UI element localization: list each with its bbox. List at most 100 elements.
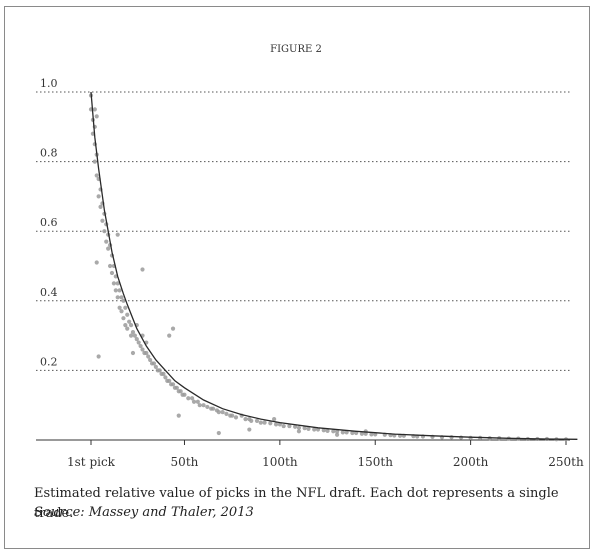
data-point	[128, 323, 134, 328]
data-point	[144, 350, 149, 356]
data-point	[458, 435, 464, 440]
y-tick-label: 0.6	[40, 216, 58, 229]
x-tick-label: 250th	[548, 455, 584, 469]
data-point	[293, 424, 298, 429]
data-point	[205, 404, 210, 410]
data-point	[92, 159, 97, 164]
data-point	[94, 114, 99, 119]
data-point	[216, 430, 221, 436]
data-point	[216, 410, 221, 415]
data-point	[296, 429, 302, 434]
x-tick-label: 1st pick	[67, 455, 116, 469]
x-tick-label: 100th	[262, 455, 298, 469]
data-point	[115, 281, 120, 286]
data-point	[306, 426, 311, 431]
data-point	[344, 430, 349, 435]
data-point	[201, 403, 206, 408]
data-point	[121, 316, 126, 321]
x-tick-label: 200th	[453, 455, 489, 469]
fitted-curve	[90, 91, 578, 440]
figure-title: FIGURE 2	[270, 44, 322, 55]
data-point	[134, 336, 139, 342]
data-point	[109, 270, 115, 276]
data-point	[243, 417, 248, 422]
data-point	[186, 396, 191, 401]
data-point	[98, 204, 103, 209]
y-tick-labels: 1.0 0.8 0.6 0.4 0.2	[40, 77, 58, 368]
figure-caption: Estimated relative value of picks in the…	[34, 486, 559, 521]
data-point	[331, 429, 336, 434]
y-tick-label: 0.4	[40, 286, 58, 299]
data-point	[104, 239, 109, 244]
x-axis: 1st pick 50th 100th 150th 200th 250th	[36, 439, 584, 469]
data-point	[157, 368, 162, 373]
data-point	[111, 281, 116, 286]
data-point	[140, 267, 145, 272]
data-point	[350, 430, 355, 436]
data-point	[334, 429, 340, 434]
gridlines	[36, 91, 570, 371]
data-point	[287, 423, 292, 429]
data-point	[268, 421, 273, 426]
data-point	[94, 173, 99, 178]
data-point	[151, 361, 157, 366]
data-point	[233, 415, 239, 420]
data-points	[88, 93, 569, 442]
data-point	[220, 410, 225, 415]
data-point	[272, 417, 277, 422]
data-point	[163, 375, 168, 380]
data-point	[96, 354, 101, 359]
y-tick-label: 1.0	[40, 77, 58, 90]
data-point	[170, 382, 176, 387]
data-point	[115, 295, 120, 300]
data-point	[123, 323, 128, 328]
y-tick-label: 0.2	[40, 355, 58, 368]
data-point	[176, 413, 181, 418]
data-point	[195, 399, 200, 404]
data-point	[449, 435, 454, 440]
data-point	[325, 428, 330, 434]
data-point	[249, 418, 254, 423]
data-point	[117, 288, 122, 293]
data-point	[130, 350, 136, 356]
data-point	[100, 218, 105, 223]
scatter-chart: FIGURE 2 1.0 0.8 0.6 0.4 0.2 1st pick 50th 100…	[36, 44, 584, 469]
data-point	[230, 413, 235, 418]
data-point	[161, 371, 166, 376]
data-point	[312, 427, 317, 432]
data-point	[369, 432, 374, 437]
data-point	[182, 392, 187, 397]
data-point	[190, 396, 195, 401]
data-point	[127, 319, 132, 324]
data-point	[125, 326, 130, 331]
data-point	[130, 330, 136, 335]
data-point	[174, 385, 179, 390]
data-point	[92, 107, 97, 112]
y-tick-label: 0.8	[40, 147, 58, 160]
data-point	[302, 426, 307, 431]
data-point	[197, 403, 202, 408]
data-point	[296, 425, 302, 430]
data-point	[113, 288, 118, 293]
data-point	[262, 420, 267, 425]
data-point	[125, 312, 130, 317]
data-point	[224, 411, 229, 416]
data-point	[170, 326, 176, 331]
data-point	[167, 378, 172, 383]
data-point	[468, 435, 473, 441]
data-point	[247, 427, 252, 432]
data-point	[153, 364, 158, 370]
data-point	[148, 357, 153, 363]
data-point	[117, 305, 122, 310]
data-point	[102, 229, 107, 234]
data-point	[254, 418, 260, 423]
data-point	[121, 298, 126, 303]
data-point	[167, 333, 172, 338]
x-tick-label: 50th	[171, 455, 199, 469]
data-point	[106, 246, 111, 251]
data-point	[132, 333, 137, 338]
figure-source: Source: Massey and Thaler, 2013	[34, 505, 254, 520]
data-point	[107, 263, 113, 269]
data-point	[123, 305, 128, 310]
data-point	[119, 295, 124, 300]
